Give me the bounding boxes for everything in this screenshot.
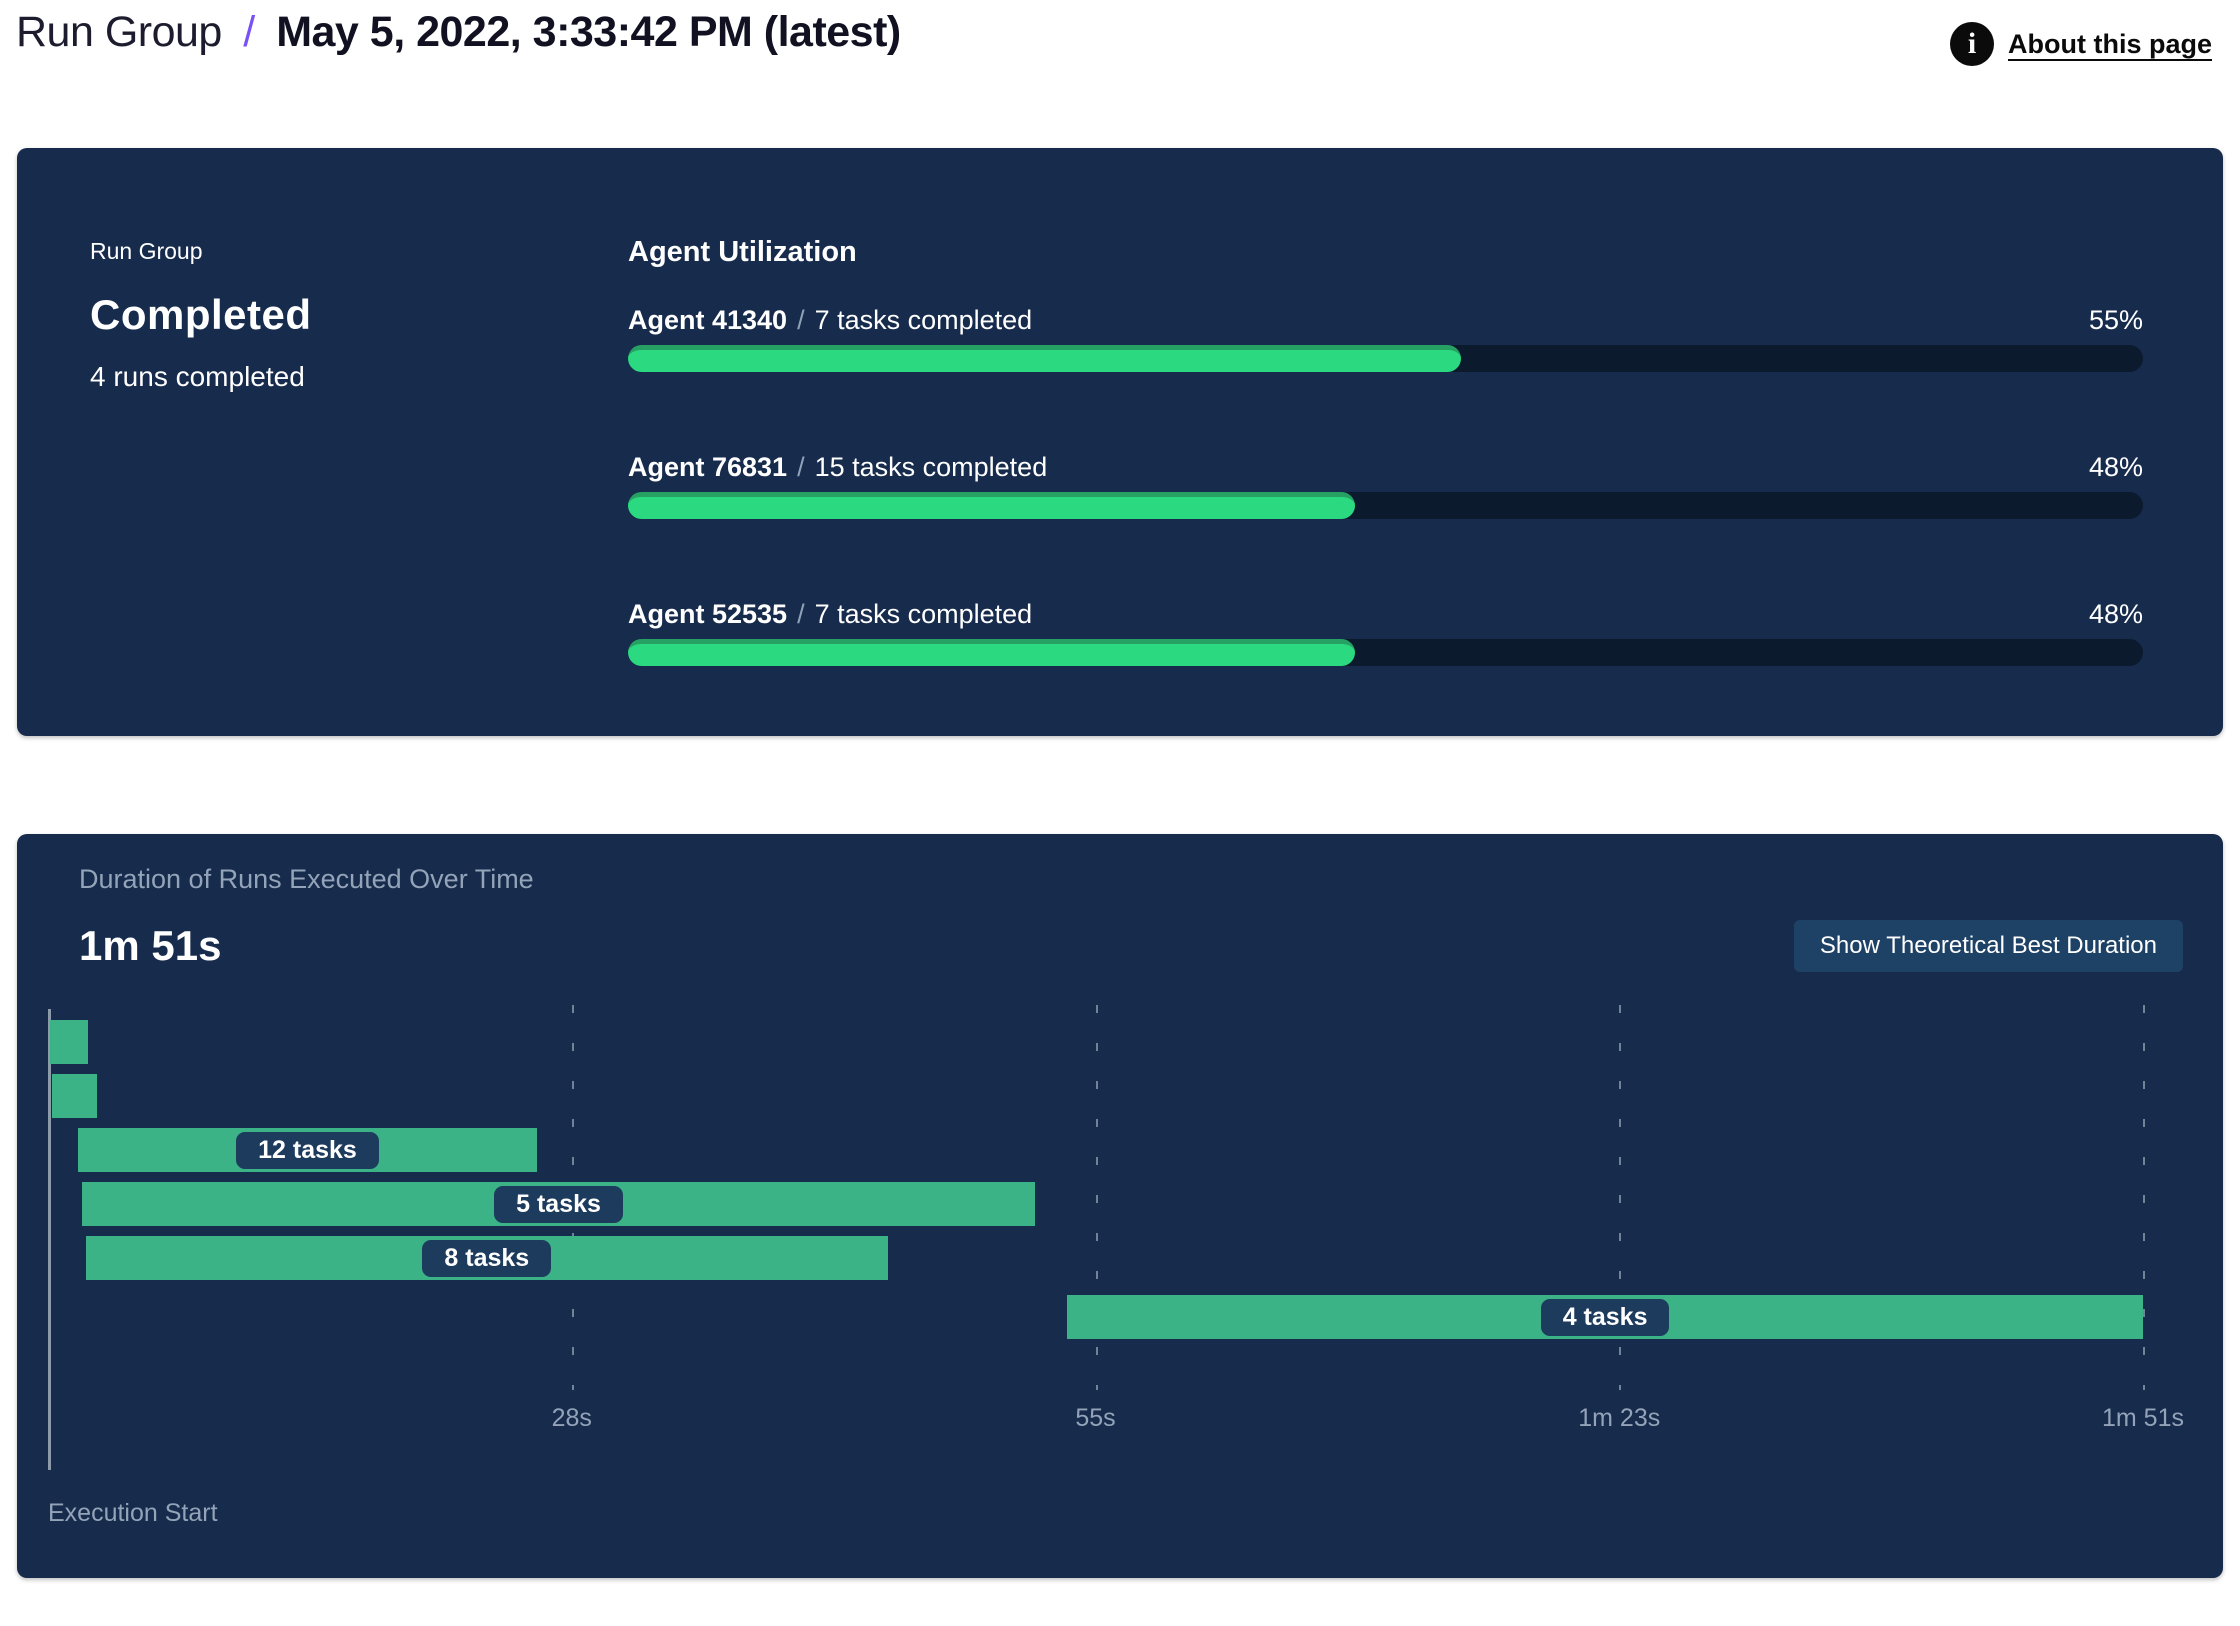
agent-utilization-row: Agent 41340 / 7 tasks completed 55% xyxy=(628,305,2143,385)
agent-name: Agent 76831 xyxy=(628,452,788,482)
agent-tasks-completed: 7 tasks completed xyxy=(814,305,1033,335)
runs-completed-count: 4 runs completed xyxy=(90,361,305,392)
agent-utilization-section: Agent Utilization Agent 41340 / 7 tasks co… xyxy=(628,236,2143,666)
agent-separator: / xyxy=(797,305,805,335)
agent-tasks-completed: 15 tasks completed xyxy=(814,452,1048,482)
utilization-bar-fill xyxy=(628,345,1462,372)
agent-utilization-row: Agent 76831 / 15 tasks completed 48% xyxy=(628,452,2143,532)
x-axis-tick-label: 1m 23s xyxy=(1578,1404,1661,1432)
agent-utilization-row: Agent 52535 / 7 tasks completed 48% xyxy=(628,599,2143,679)
run-group-summary-panel: Run Group Completed 4 runs completed Age… xyxy=(17,148,2223,736)
utilization-bar-track xyxy=(628,492,2143,519)
agent-utilization-percent: 55% xyxy=(2088,305,2143,335)
duration-panel: Duration of Runs Executed Over Time 1m 5… xyxy=(17,834,2223,1578)
show-theoretical-best-duration-button[interactable]: Show Theoretical Best Duration xyxy=(1793,920,2183,972)
gantt-gridline xyxy=(1095,1005,1098,1390)
page-header: Run Group / May 5, 2022, 3:33:42 PM (lat… xyxy=(0,0,2240,96)
run-group-status-block: Run Group Completed 4 runs completed xyxy=(90,238,312,393)
agent-utilization-percent: 48% xyxy=(2088,599,2143,629)
x-axis-tick-label: 28s xyxy=(551,1404,592,1432)
task-count-pill: 5 tasks xyxy=(494,1185,623,1223)
breadcrumb-separator: / xyxy=(243,8,255,56)
x-axis-tick-label: 55s xyxy=(1075,1404,1116,1432)
task-count-pill: 12 tasks xyxy=(236,1131,379,1169)
page-title: May 5, 2022, 3:33:42 PM (latest) xyxy=(276,8,901,56)
agent-separator: / xyxy=(797,599,805,629)
duration-chart-subtitle: Duration of Runs Executed Over Time xyxy=(79,864,534,894)
utilization-bar-track xyxy=(628,345,2143,372)
execution-start-axis-line xyxy=(48,1009,51,1470)
gantt-run-bar[interactable] xyxy=(49,1020,88,1064)
about-this-page-link[interactable]: i About this page xyxy=(1950,22,2212,66)
agent-name: Agent 41340 xyxy=(628,305,788,335)
gantt-gridline xyxy=(2143,1005,2145,1390)
execution-start-label: Execution Start xyxy=(48,1499,218,1527)
agent-tasks-completed: 7 tasks completed xyxy=(814,599,1033,629)
task-count-pill: 8 tasks xyxy=(422,1239,552,1277)
agent-utilization-title: Agent Utilization xyxy=(628,236,857,268)
agent-separator: / xyxy=(797,452,805,482)
breadcrumb: Run Group / May 5, 2022, 3:33:42 PM (lat… xyxy=(16,8,901,57)
agent-name: Agent 52535 xyxy=(628,599,788,629)
gantt-run-bar[interactable]: 4 tasks xyxy=(1067,1295,2143,1339)
gantt-run-bar[interactable]: 5 tasks xyxy=(81,1182,1036,1226)
gantt-chart: 28s 55s 1m 23s 1m 51s 12 tasks 5 tasks 8 tasks… xyxy=(48,1005,2184,1505)
run-group-label: Run Group xyxy=(90,238,203,264)
about-link-label[interactable]: About this page xyxy=(2008,28,2212,59)
utilization-bar-fill xyxy=(628,492,1356,519)
gantt-run-bar[interactable]: 12 tasks xyxy=(78,1128,537,1172)
gantt-run-bar[interactable] xyxy=(51,1074,98,1118)
run-group-status: Completed xyxy=(90,291,312,338)
task-count-pill: 4 tasks xyxy=(1540,1298,1670,1336)
gantt-run-bar[interactable]: 8 tasks xyxy=(85,1236,888,1280)
x-axis-tick-label: 1m 51s xyxy=(2102,1404,2184,1432)
breadcrumb-root[interactable]: Run Group xyxy=(16,8,222,56)
info-icon[interactable]: i xyxy=(1950,22,1994,66)
gantt-gridline xyxy=(1619,1005,1622,1390)
total-duration-value: 1m 51s xyxy=(79,922,222,969)
utilization-bar-track xyxy=(628,639,2143,666)
agent-utilization-percent: 48% xyxy=(2088,452,2143,482)
utilization-bar-fill xyxy=(628,639,1356,666)
